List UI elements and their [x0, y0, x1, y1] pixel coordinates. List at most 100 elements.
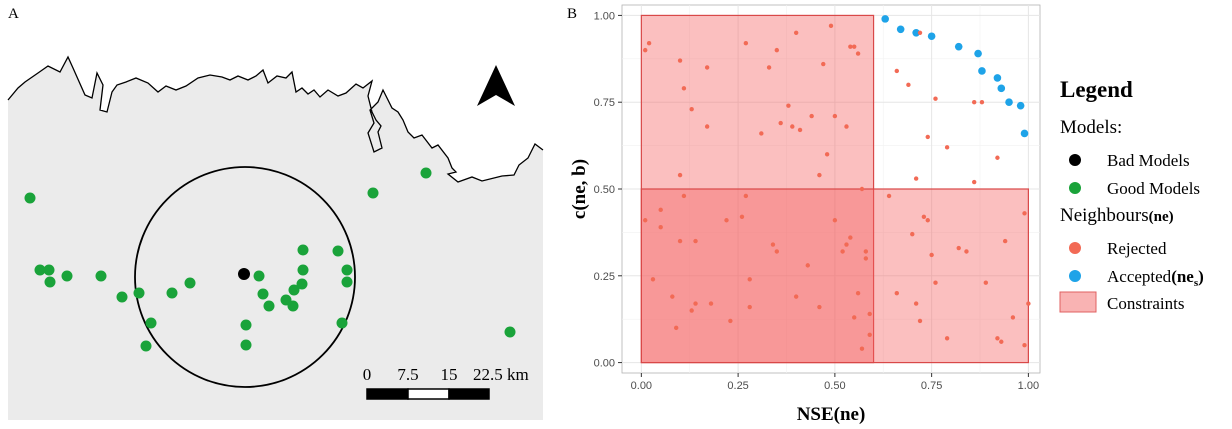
legend-rejected-marker [1069, 242, 1081, 254]
legend-title: Legend [1060, 77, 1133, 102]
rejected-point [643, 218, 648, 223]
accepted-point [881, 15, 889, 23]
rejected-point [995, 336, 1000, 341]
good-model-marker [367, 187, 379, 199]
rejected-point [643, 47, 648, 53]
rejected-point [646, 40, 652, 46]
map-panel: 0 7.5 15 22.5 km [7, 55, 544, 420]
rejected-point [673, 325, 679, 331]
x-tick-label: 1.00 [1018, 380, 1039, 392]
rejected-point [670, 294, 675, 299]
rejected-point [704, 124, 710, 129]
rejected-point [689, 308, 694, 313]
rejected-point [910, 231, 915, 237]
accepted-point [912, 28, 920, 37]
legend-accepted-label: Accepted(nes) [1107, 267, 1204, 289]
legend: Legend Models: Bad Models Good Models Ne… [1059, 77, 1204, 313]
scale-bar-segment [366, 388, 409, 400]
rejected-point [817, 172, 822, 178]
accepted-point [978, 67, 986, 75]
rejected-point [844, 124, 849, 129]
accepted-point [1016, 101, 1025, 110]
legend-neighbours-heading: Neighbours(ne) [1060, 205, 1174, 226]
good-model-marker [95, 270, 107, 282]
legend-constraints-swatch [1059, 291, 1097, 313]
map-land [8, 57, 543, 420]
x-axis-title: NSE(ne) [797, 404, 866, 425]
rejected-point [933, 96, 938, 101]
rejected-point [983, 280, 989, 285]
good-model-marker [240, 339, 252, 351]
rejected-point [1010, 315, 1016, 320]
scale-label-22-5-km: 22.5 km [473, 365, 529, 384]
good-model-marker [504, 326, 516, 338]
rejected-point [863, 249, 869, 254]
rejected-point [786, 103, 791, 108]
legend-good-models-marker [1069, 182, 1081, 194]
good-model-marker [420, 167, 432, 179]
rejected-point [944, 336, 950, 341]
rejected-point [999, 339, 1004, 344]
good-model-marker [341, 276, 353, 288]
rejected-point [906, 82, 911, 88]
scale-bar-segment [448, 388, 490, 400]
rejected-point [774, 249, 780, 254]
rejected-point [913, 176, 919, 181]
rejected-point [824, 152, 830, 157]
rejected-point [778, 120, 783, 126]
rejected-point [677, 58, 683, 63]
good-model-marker [297, 244, 309, 256]
rejected-point [658, 207, 663, 213]
rejected-point [693, 301, 698, 306]
good-model-marker [240, 319, 252, 331]
constraint-regions [640, 14, 1029, 364]
rejected-point [832, 218, 838, 223]
rejected-point [840, 249, 845, 254]
x-tick-label: 0.00 [631, 380, 652, 392]
rejected-point [886, 193, 892, 199]
rejected-point [770, 242, 776, 247]
good-model-marker [133, 287, 145, 299]
rejected-point [689, 106, 694, 112]
rejected-point [704, 65, 710, 70]
rejected-point [766, 65, 772, 70]
constraint-region [640, 188, 1029, 364]
rejected-point [650, 277, 656, 282]
rejected-point [681, 86, 687, 91]
rejected-point [832, 113, 838, 119]
rejected-point [979, 100, 985, 105]
y-tick-label: 0.00 [594, 358, 615, 370]
rejected-point [956, 245, 961, 251]
good-model-marker [288, 284, 300, 296]
rejected-point [848, 235, 853, 240]
panel-a-label: A [8, 6, 19, 22]
legend-bad-models-label: Bad Models [1107, 151, 1190, 170]
rejected-point [894, 290, 899, 296]
neighbours-suffix: (ne) [1149, 209, 1174, 225]
rejected-point [944, 145, 950, 150]
rejected-point [828, 23, 834, 29]
rejected-point [995, 155, 1000, 160]
bad-model-marker [238, 268, 250, 280]
x-tick-label: 0.25 [727, 380, 748, 392]
rejected-point [743, 40, 749, 46]
rejected-point [809, 113, 814, 119]
good-model-marker [140, 340, 152, 352]
good-model-marker [287, 300, 299, 312]
rejected-point [1026, 301, 1031, 306]
rejected-point [747, 277, 752, 282]
legend-good-models-label: Good Models [1107, 179, 1200, 198]
rejected-point [658, 224, 663, 230]
rejected-point [844, 242, 849, 247]
rejected-point [917, 30, 923, 35]
rejected-point [863, 256, 869, 261]
rejected-point [855, 51, 861, 56]
good-model-marker [166, 287, 178, 299]
rejected-point [774, 47, 780, 53]
y-tick-label: 0.75 [594, 97, 615, 109]
good-model-marker [336, 317, 348, 329]
legend-rejected-label: Rejected [1107, 239, 1167, 258]
y-axis-ticks: 0.00 0.25 0.50 0.75 1.00 [594, 10, 622, 370]
rejected-point [852, 44, 857, 49]
